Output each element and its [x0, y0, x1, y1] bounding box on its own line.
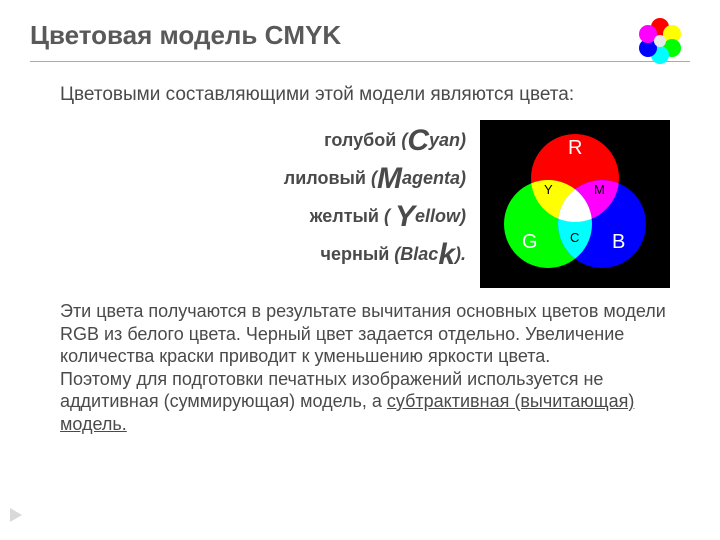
color-yellow: желтый ( Yellow): [60, 200, 466, 234]
venn-label-g: G: [522, 231, 538, 253]
corner-color-wheel: [620, 16, 690, 66]
color-cyan: голубой (Cyan): [60, 124, 466, 158]
cyan-paren: (: [396, 130, 407, 150]
divider: [30, 61, 690, 62]
color-list: голубой (Cyan) лиловый (Magenta) желтый …: [60, 120, 480, 276]
magenta-rest: agenta): [402, 168, 466, 188]
cyan-ru: голубой: [324, 130, 396, 150]
intro-text: Цветовыми составляющими этой модели явля…: [60, 84, 670, 106]
magenta-cap: M: [377, 162, 402, 195]
yellow-cap: Y: [395, 200, 415, 233]
rgb-venn-diagram: R G B Y M C: [480, 120, 670, 288]
explanation: Эти цвета получаются в результате вычита…: [60, 300, 670, 435]
yellow-ru: желтый: [310, 206, 379, 226]
cyan-rest: yan): [429, 130, 466, 150]
yellow-rest: ellow): [415, 206, 466, 226]
venn-label-y: Y: [544, 182, 553, 197]
color-black: черный (Black).: [60, 238, 466, 272]
color-magenta: лиловый (Magenta): [60, 162, 466, 196]
black-paren: (Blac: [389, 244, 438, 264]
magenta-ru: лиловый: [284, 168, 366, 188]
expl-p1: Эти цвета получаются в результате вычита…: [60, 301, 666, 366]
yellow-paren: (: [379, 206, 395, 226]
cyan-cap: C: [407, 124, 429, 157]
venn-label-c: C: [570, 230, 579, 245]
content-row: голубой (Cyan) лиловый (Magenta) желтый …: [60, 120, 670, 288]
black-cap: k: [438, 238, 455, 271]
venn-label-b: B: [612, 231, 625, 253]
black-rest: ).: [455, 244, 466, 264]
slide-marker-icon: [10, 508, 22, 522]
venn-label-m: M: [594, 182, 605, 197]
venn-label-r: R: [568, 137, 582, 159]
magenta-paren: (: [366, 168, 377, 188]
page-title: Цветовая модель CMYK: [30, 20, 690, 51]
black-ru: черный: [321, 244, 390, 264]
